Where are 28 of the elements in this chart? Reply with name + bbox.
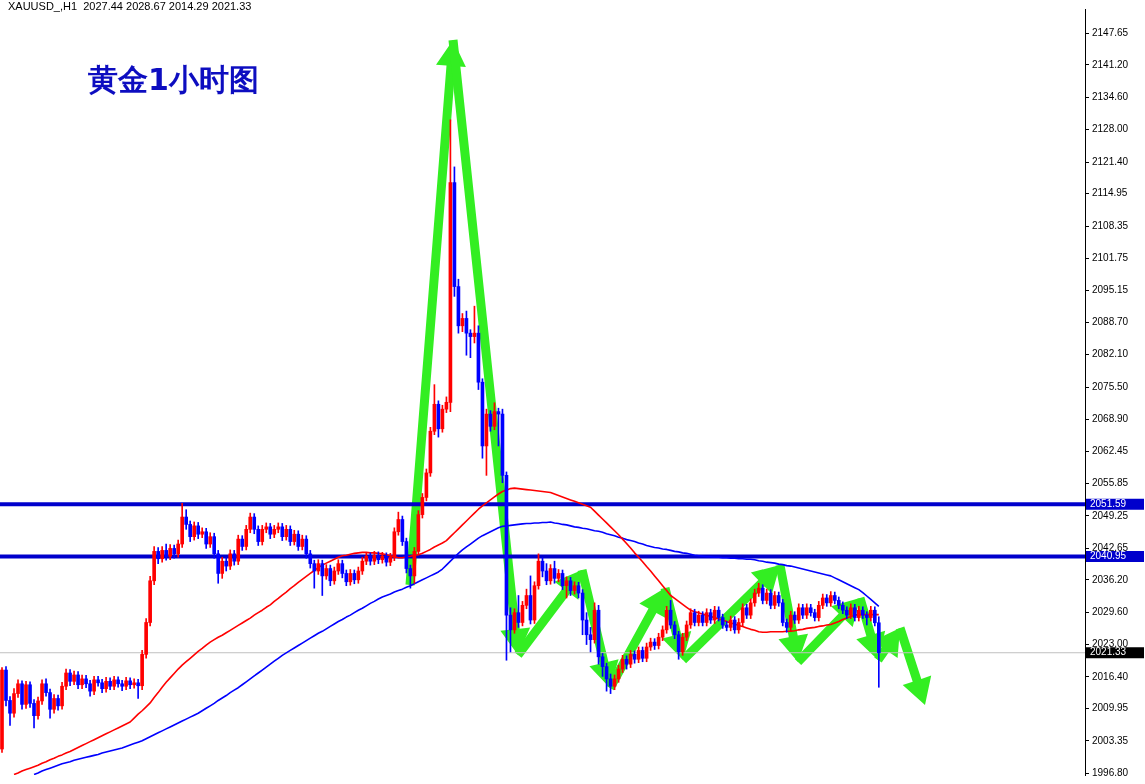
y-tick-label: 2068.90 bbox=[1092, 413, 1129, 425]
y-tick-label: 2082.10 bbox=[1092, 348, 1129, 360]
y-tick-label: 2108.35 bbox=[1092, 219, 1129, 231]
y-tick-label: 2055.85 bbox=[1092, 477, 1129, 489]
y-tick-label: 2088.70 bbox=[1092, 316, 1129, 328]
y-tick-label: 2134.60 bbox=[1092, 91, 1129, 103]
text: 黄金1小时图 bbox=[88, 61, 259, 97]
candlestick bbox=[136, 679, 140, 699]
y-tick-label: 2042.65 bbox=[1092, 541, 1129, 553]
ref-line-label: 2040.95 bbox=[1090, 550, 1127, 562]
y-tick-label: 2095.15 bbox=[1092, 284, 1129, 296]
y-tick-label: 2147.65 bbox=[1092, 27, 1129, 39]
ref-line-label: 2051.59 bbox=[1090, 498, 1127, 510]
y-tick-label: 2036.20 bbox=[1092, 573, 1129, 585]
y-tick-label: 2075.50 bbox=[1092, 380, 1129, 392]
y-tick-label: 2003.35 bbox=[1092, 734, 1129, 746]
y-tick-label: 2009.95 bbox=[1092, 702, 1129, 714]
y-tick-label: 2114.95 bbox=[1092, 187, 1128, 199]
y-tick-label: 2049.25 bbox=[1092, 509, 1129, 521]
y-tick-label: 2128.00 bbox=[1092, 123, 1129, 135]
y-tick-label: 2101.75 bbox=[1092, 252, 1129, 264]
chart-subtitle: XAUUSD_,H1 2027.44 2028.67 2014.29 2021.33 bbox=[8, 0, 252, 12]
y-tick-label: 2062.45 bbox=[1092, 444, 1129, 456]
y-tick-label: 1996.80 bbox=[1092, 766, 1129, 778]
y-tick-label: 2029.60 bbox=[1092, 605, 1129, 617]
y-tick-label: 2141.20 bbox=[1092, 58, 1129, 70]
y-tick-label: 2016.40 bbox=[1092, 670, 1129, 682]
y-tick-label: 2121.40 bbox=[1092, 155, 1129, 167]
